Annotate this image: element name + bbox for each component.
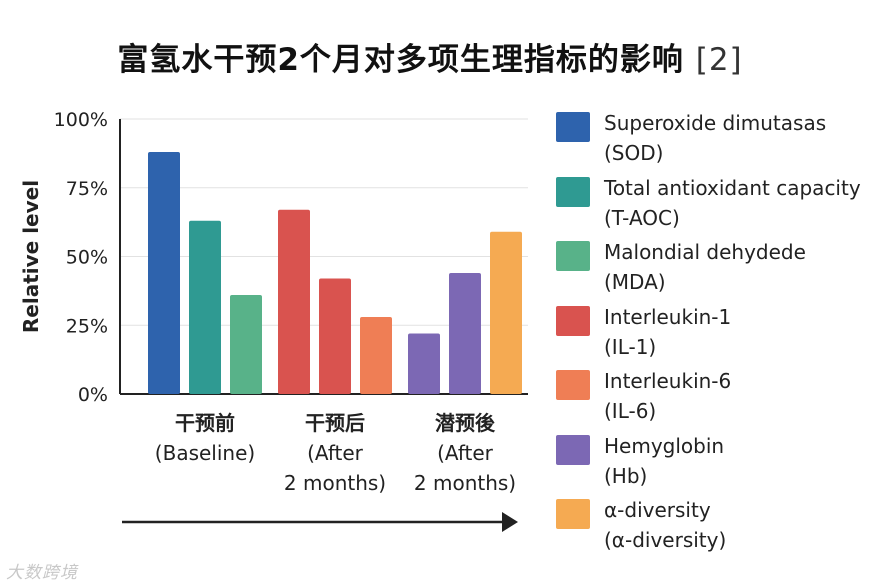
bar <box>189 220 221 394</box>
x-category-label: (Baseline) <box>155 441 255 465</box>
legend-series-name: Interleukin-6 <box>604 369 732 393</box>
legend-swatch <box>556 112 590 142</box>
bar <box>408 333 440 394</box>
legend-series-name: Interleukin-1 <box>604 304 732 329</box>
legend-series-name: Malondial dehydede <box>604 240 806 264</box>
y-tick-label: 100% <box>54 109 108 131</box>
legend-label: α-diversity (α-diversity) <box>604 495 726 555</box>
legend-item: Interleukin-6 (IL-6) <box>556 366 876 431</box>
x-category-label: 干预后 <box>305 411 365 435</box>
y-tick-label: 0% <box>78 384 108 406</box>
legend-label: Interleukin-1 (IL-1) <box>604 302 731 362</box>
legend-item: Superoxide dimutasas (SOD) <box>556 108 876 173</box>
legend-swatch <box>556 176 590 207</box>
legend-swatch <box>556 241 590 271</box>
chart-legend: Superoxide dimutasas (SOD) Total antioxida… <box>556 108 876 560</box>
y-axis-label: Relative level <box>19 180 43 333</box>
legend-series-abbr: (IL-6) <box>604 399 657 423</box>
chart-title-text: 富氢水干预2个月对多项生理指标的影响 <box>117 42 684 78</box>
bar <box>360 317 392 394</box>
bar <box>490 231 522 394</box>
legend-label: Malondial dehydede (MDA) <box>604 237 806 297</box>
legend-item: Hemyglobin (Hb) <box>556 431 876 496</box>
x-category-label: 2 months) <box>284 471 386 495</box>
chart-title-reference: [2] <box>695 42 743 78</box>
y-tick-label: 50% <box>66 247 108 269</box>
x-category-label: (After <box>307 441 364 465</box>
bar-chart: 0% 25% 50% 75% 100% Relative level 干预前 (Baselin… <box>19 109 528 532</box>
bar <box>148 152 180 394</box>
legend-swatch <box>556 499 590 529</box>
legend-series-name: Hemyglobin <box>604 433 725 458</box>
legend-series-abbr: (α-diversity) <box>604 528 727 552</box>
chart-title: 富氢水干预2个月对多项生理指标的影响 [2] <box>0 34 860 79</box>
watermark: 大数跨境 <box>6 563 78 583</box>
x-category-label: 潜预後 <box>435 411 496 435</box>
x-category-label: (After <box>437 441 494 465</box>
bar <box>449 273 481 394</box>
legend-item: Interleukin-1 (IL-1) <box>556 302 876 367</box>
legend-series-abbr: (Hb) <box>604 463 648 488</box>
legend-label: Total antioxidant capacity (T-AOC) <box>604 173 861 233</box>
legend-label: Hemyglobin (Hb) <box>604 431 724 491</box>
bar <box>230 295 262 394</box>
legend-series-name: Superoxide dimutasas <box>604 111 827 135</box>
legend-swatch <box>556 370 590 400</box>
legend-item: α-diversity (α-diversity) <box>556 495 876 560</box>
legend-series-name: Total antioxidant capacity <box>604 175 861 200</box>
legend-series-abbr: (IL-1) <box>604 334 657 359</box>
legend-label: Superoxide dimutasas (SOD) <box>604 108 826 168</box>
bar <box>278 209 310 394</box>
legend-series-abbr: (T-AOC) <box>604 205 680 230</box>
legend-series-abbr: (SOD) <box>604 141 664 165</box>
y-tick-label: 25% <box>66 315 108 337</box>
legend-series-abbr: (MDA) <box>604 270 666 294</box>
bar <box>319 278 351 394</box>
legend-swatch <box>556 434 590 465</box>
x-category-label: 2 months) <box>414 471 516 495</box>
time-arrow-head <box>502 512 518 532</box>
y-tick-label: 75% <box>66 178 108 200</box>
x-category-label: 干预前 <box>175 411 235 435</box>
legend-series-name: α-diversity <box>604 498 711 522</box>
legend-item: Malondial dehydede (MDA) <box>556 237 876 302</box>
legend-item: Total antioxidant capacity (T-AOC) <box>556 173 876 238</box>
legend-swatch <box>556 305 590 336</box>
legend-label: Interleukin-6 (IL-6) <box>604 366 731 426</box>
